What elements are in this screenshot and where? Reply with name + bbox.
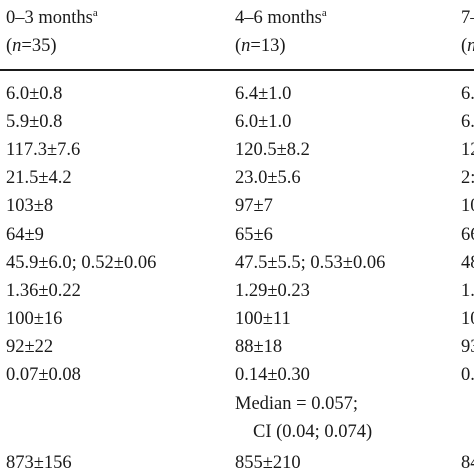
table-cell: 103±8 [6, 196, 54, 216]
table-cell: 23.0±5.6 [235, 168, 301, 188]
table-cell: 0.07±0.08 [6, 365, 81, 385]
table-cell: 10 [461, 309, 474, 329]
table-cell: 2: [461, 168, 474, 188]
col-header-7-months: 7– [461, 8, 474, 28]
table-cell: 0. [461, 365, 474, 385]
table-cell: 10 [461, 196, 474, 216]
table-cell: 93 [461, 337, 474, 357]
ci-note: CI (0.04; 0.074) [253, 422, 373, 442]
table-cell: 117.3±7.6 [6, 140, 81, 160]
col-header-4-6-months: 4–6 monthsa [235, 6, 327, 28]
table-cell: 0.14±0.30 [235, 365, 310, 385]
table-cell: 855±210 [235, 453, 301, 473]
table-cell: 47.5±5.5; 0.53±0.06 [235, 253, 386, 273]
table-cell: 100±11 [235, 309, 291, 329]
col-header-4-6-n: (n=13) [235, 36, 286, 56]
table-cell: 88±18 [235, 337, 283, 357]
median-note: Median = 0.057; [235, 394, 358, 414]
table-cell: 6.0±0.8 [6, 84, 63, 104]
table-cell: 64±9 [6, 225, 44, 245]
table-cell: 48 [461, 253, 474, 273]
table-cell: 6.4±1.0 [235, 84, 292, 104]
table-cell: 21.5±4.2 [6, 168, 72, 188]
col-header-7-n: (n [461, 36, 474, 56]
header-rule [0, 69, 474, 71]
table-cell: 1.29±0.23 [235, 281, 310, 301]
col-header-0-3-n: (n=35) [6, 36, 57, 56]
table-cell: 6. [461, 112, 474, 132]
table-cell: 100±16 [6, 309, 63, 329]
table-cell: 45.9±6.0; 0.52±0.06 [6, 253, 157, 273]
table-cell: 12 [461, 140, 474, 160]
table-cell: 65±6 [235, 225, 273, 245]
table-cell: 6. [461, 84, 474, 104]
table-cell: 97±7 [235, 196, 273, 216]
table-cell: 66 [461, 225, 474, 245]
table-cell: 84 [461, 453, 474, 473]
col-header-0-3-months: 0–3 monthsa [6, 6, 98, 28]
table-cell: 92±22 [6, 337, 54, 357]
table-cell: 873±156 [6, 453, 72, 473]
table-cell: 1. [461, 281, 474, 301]
table-cell: 6.0±1.0 [235, 112, 292, 132]
table-cell: 120.5±8.2 [235, 140, 310, 160]
table-cell: 1.36±0.22 [6, 281, 81, 301]
table-cell: 5.9±0.8 [6, 112, 63, 132]
